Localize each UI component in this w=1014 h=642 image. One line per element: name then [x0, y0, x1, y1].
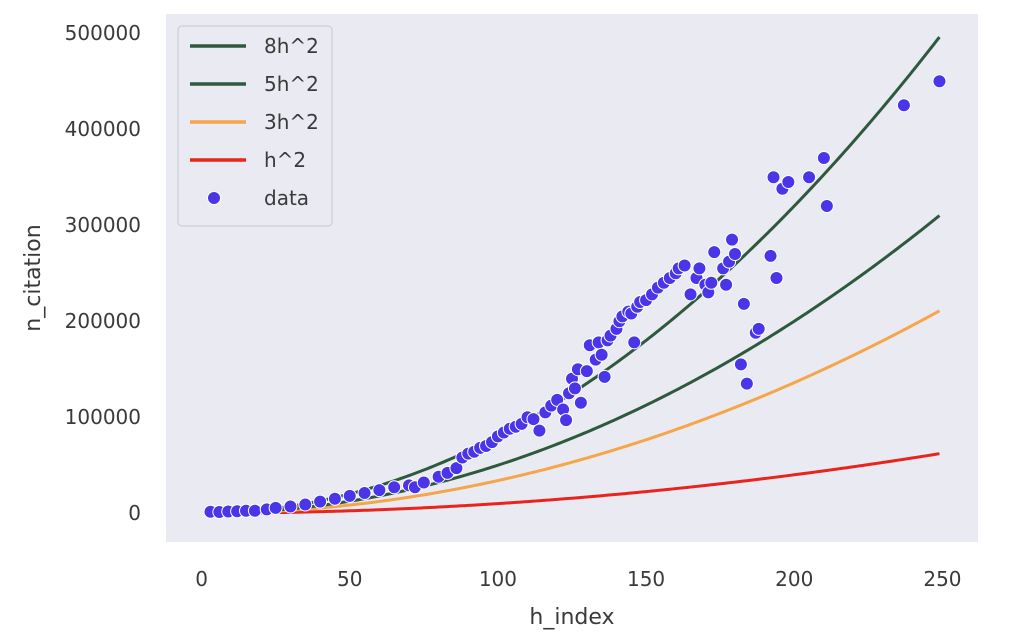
y-tick-label: 400000	[65, 117, 141, 141]
x-tick-label: 200	[775, 567, 813, 591]
data-point	[449, 461, 464, 476]
data-point	[932, 74, 947, 89]
curve-3h2	[207, 309, 941, 515]
y-tick-label: 0	[128, 501, 141, 525]
data-point	[372, 483, 387, 498]
legend-label: 8h^2	[264, 34, 319, 58]
data-point	[683, 287, 698, 302]
data-point	[719, 277, 734, 292]
x-tick-label: 50	[337, 567, 362, 591]
data-point	[692, 261, 707, 276]
data-point	[298, 497, 313, 512]
legend-label: data	[264, 186, 309, 210]
data-point	[781, 175, 796, 189]
data-point	[751, 321, 766, 336]
data-point	[727, 247, 742, 261]
x-tick-label: 0	[195, 567, 208, 591]
data-point	[573, 395, 588, 410]
data-point	[725, 232, 740, 247]
data-point	[532, 423, 547, 438]
legend-swatch-dot	[207, 191, 221, 205]
data-point	[769, 271, 784, 285]
legend-box	[177, 25, 333, 227]
legend-label: h^2	[264, 148, 306, 172]
data-point	[268, 500, 283, 515]
data-point	[733, 357, 748, 372]
data-point	[342, 488, 357, 503]
data-point	[627, 335, 642, 350]
data-point	[739, 376, 754, 391]
data-point	[896, 98, 911, 113]
x-tick-label: 100	[479, 567, 517, 591]
x-tick-label: 250	[923, 567, 961, 591]
legend-label: 5h^2	[264, 72, 319, 96]
data-point	[247, 503, 262, 518]
x-axis-label: h_index	[529, 605, 614, 630]
y-tick-label: 500000	[65, 21, 141, 45]
data-point	[313, 494, 328, 509]
data-point	[579, 364, 594, 379]
tick-layer: 0 50 100 150 200 250 0 100000 200000 300000 400000…	[65, 21, 962, 591]
y-tick-label: 200000	[65, 309, 141, 333]
legend: 8h^2 5h^2 3h^2 h^2 data	[177, 25, 333, 227]
data-point	[594, 347, 609, 362]
y-axis-label: n_citation	[21, 224, 46, 331]
curve-h2	[207, 452, 940, 515]
legend-label: 3h^2	[264, 110, 319, 134]
data-point	[707, 245, 722, 260]
data-point	[416, 475, 431, 490]
data-point	[327, 491, 342, 506]
data-point	[283, 499, 298, 514]
data-point	[357, 486, 372, 501]
data-point	[567, 381, 582, 396]
data-point	[559, 413, 574, 428]
data-point	[819, 199, 834, 213]
data-point	[677, 258, 692, 273]
x-tick-label: 150	[627, 567, 665, 591]
data-point	[766, 170, 781, 185]
curve-5h2	[207, 214, 941, 515]
y-tick-label: 100000	[65, 405, 141, 429]
data-point	[597, 369, 612, 384]
data-point	[816, 151, 831, 165]
data-point	[526, 412, 541, 427]
data-point	[704, 275, 719, 290]
data-point	[736, 296, 751, 311]
series-layer	[203, 36, 947, 520]
y-tick-label: 300000	[65, 213, 141, 237]
data-point	[802, 170, 817, 185]
data-point	[763, 248, 778, 263]
data-point	[387, 480, 402, 495]
